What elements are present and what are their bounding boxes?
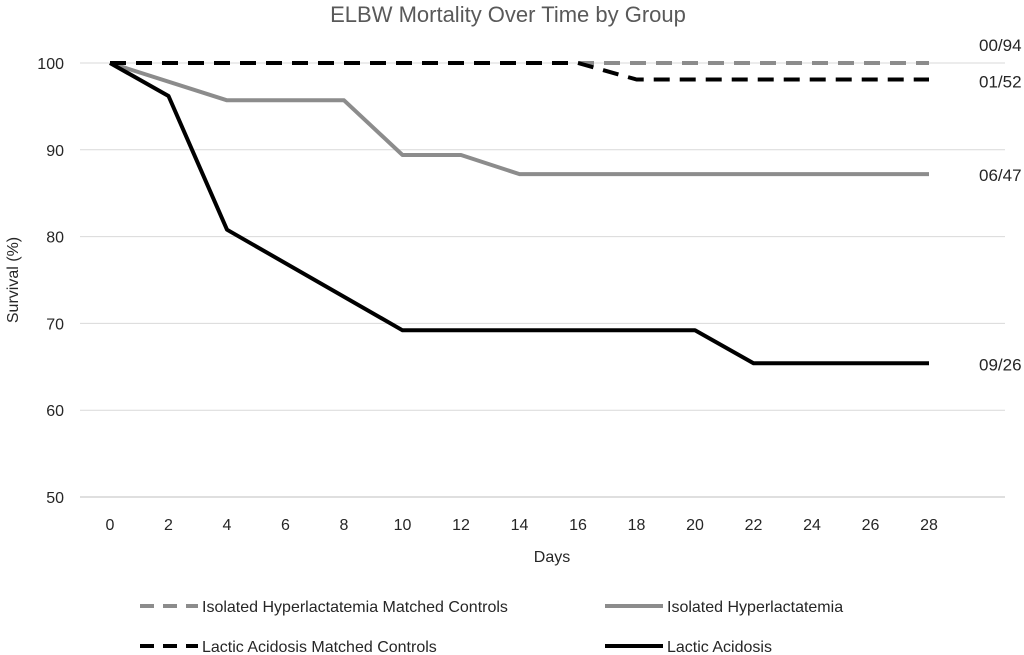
legend-label-1: Isolated Hyperlactatemia Matched Control… xyxy=(202,599,508,616)
x-tick-label: 14 xyxy=(511,517,529,534)
series-line-3 xyxy=(110,61,929,82)
series-line-4 xyxy=(109,61,929,366)
chart-title: ELBW Mortality Over Time by Group xyxy=(330,2,686,27)
x-tick-label: 0 xyxy=(106,517,115,534)
x-tick-label: 12 xyxy=(452,517,470,534)
x-tick-label: 8 xyxy=(340,517,349,534)
y-tick-label: 100 xyxy=(37,56,64,73)
y-tick-label: 90 xyxy=(46,143,64,160)
series-end-label: 01/52 xyxy=(979,72,1022,91)
series-end-label: 06/47 xyxy=(979,166,1022,185)
legend-label-3: Lactic Acidosis Matched Controls xyxy=(202,639,437,655)
series-line-2 xyxy=(109,61,929,177)
x-tick-label: 4 xyxy=(223,517,232,534)
x-tick-label: 6 xyxy=(281,517,290,534)
y-tick-label: 80 xyxy=(46,230,64,247)
grid-layer xyxy=(80,62,1005,498)
legend-label-2: Isolated Hyperlactatemia xyxy=(667,599,843,616)
x-tick-label: 24 xyxy=(803,517,821,534)
x-tick-label: 2 xyxy=(164,517,173,534)
x-tick-label: 10 xyxy=(394,517,412,534)
y-axis-label: Survival (%) xyxy=(5,237,22,323)
x-tick-label: 22 xyxy=(745,517,763,534)
y-tick-label: 60 xyxy=(46,403,64,420)
legend: Isolated Hyperlactatemia Matched Control… xyxy=(140,599,843,655)
x-tick-label: 26 xyxy=(862,517,880,534)
y-tick-label: 70 xyxy=(46,316,64,333)
x-tick-label: 20 xyxy=(686,517,704,534)
series-layer: 00/94 06/47 01/52 09/26 xyxy=(109,36,1022,374)
series-end-label: 00/94 xyxy=(979,36,1022,55)
x-tick-label: 18 xyxy=(628,517,646,534)
x-axis-label: Days xyxy=(534,549,570,566)
legend-label-4: Lactic Acidosis xyxy=(667,639,772,655)
y-tick-label: 50 xyxy=(46,490,64,507)
x-tick-label: 28 xyxy=(920,517,938,534)
series-end-label: 09/26 xyxy=(979,355,1022,374)
x-tick-label: 16 xyxy=(569,517,587,534)
